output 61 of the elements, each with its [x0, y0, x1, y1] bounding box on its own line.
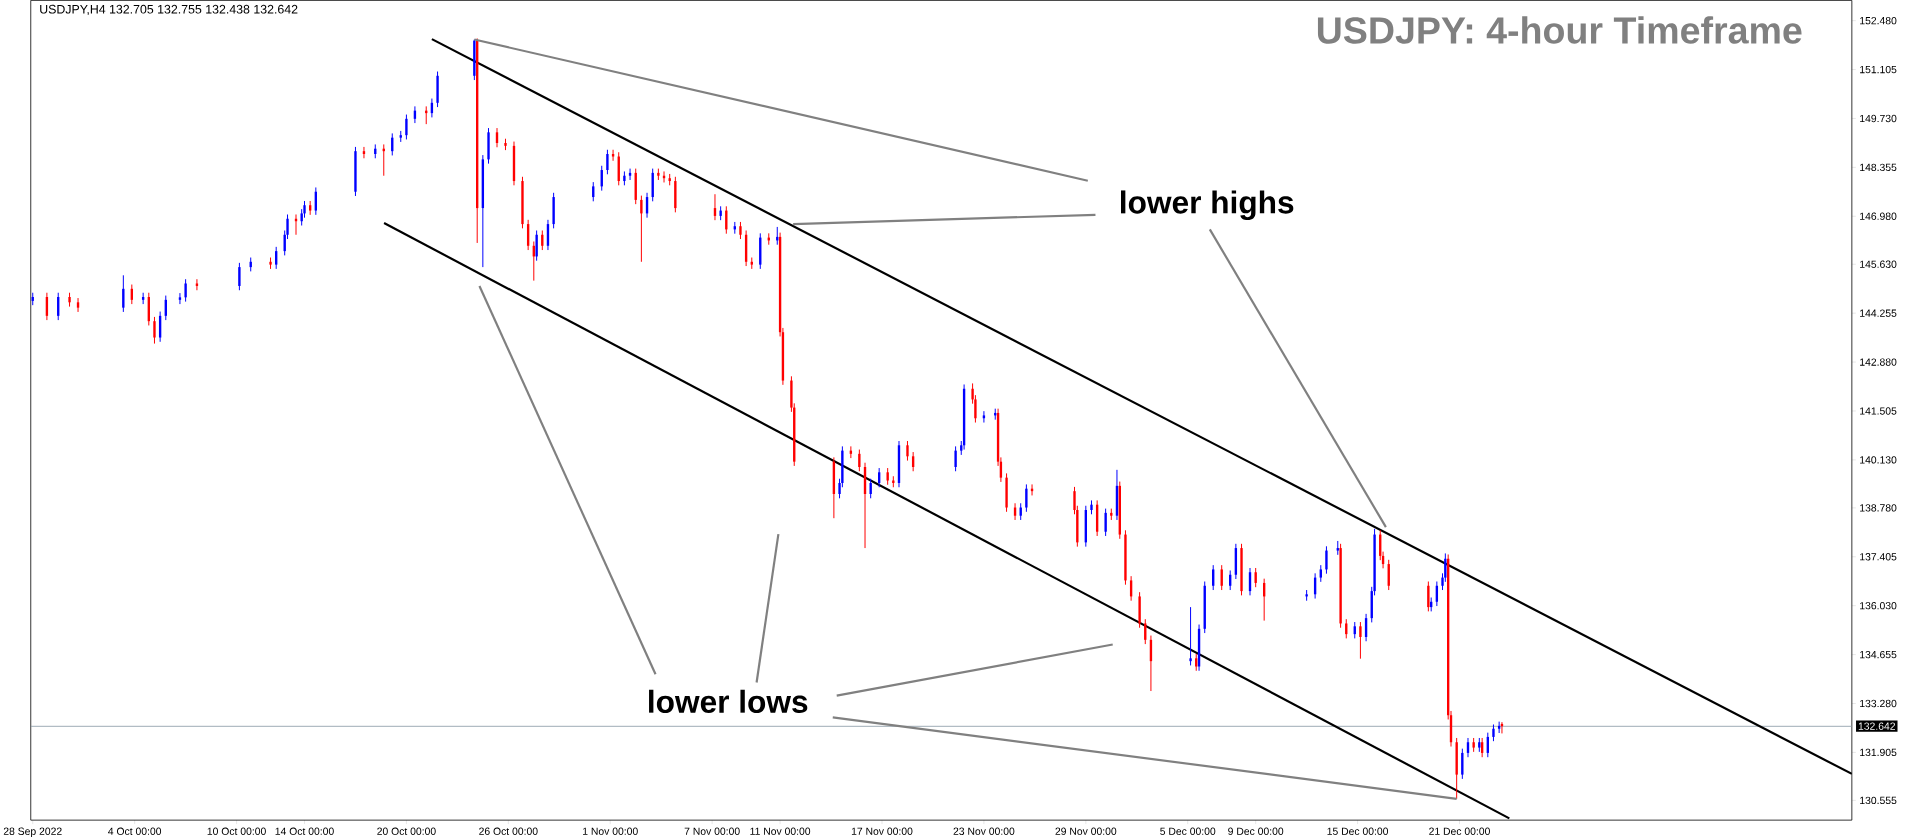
x-tick-label: 11 Nov 00:00	[750, 827, 811, 835]
y-tick-label: 134.655	[1860, 650, 1897, 659]
y-tick-label: 141.505	[1860, 407, 1897, 415]
y-tick-label: 151.105	[1860, 65, 1897, 74]
candlestick	[1254, 567, 1257, 588]
y-tick-label: 133.280	[1860, 699, 1897, 708]
y-tick-label: 140.130	[1860, 456, 1897, 464]
candlestick	[606, 149, 609, 175]
y-tick-label: 148.355	[1860, 163, 1897, 171]
x-tick-label: 23 Nov 00:00	[953, 827, 1015, 835]
x-tick-label: 26 Oct 00:00	[479, 827, 538, 835]
x-tick-label: 7 Nov 00:00	[684, 827, 740, 835]
x-tick-label: 21 Dec 00:00	[1429, 827, 1490, 835]
candlestick	[405, 113, 408, 140]
x-tick-label: 10 Oct 00:00	[207, 827, 266, 835]
candlestick	[238, 262, 241, 291]
x-tick-label: 20 Oct 00:00	[377, 827, 436, 835]
ref-line-label: 132.642	[1858, 722, 1895, 730]
y-tick-label: 149.730	[1860, 114, 1897, 122]
candlestick	[611, 149, 615, 162]
x-tick-label: 4 Oct 00:00	[108, 827, 162, 835]
y-tick-label: 131.905	[1860, 748, 1897, 756]
annotation: lower lows	[649, 689, 808, 713]
candlestick	[1325, 545, 1328, 575]
annotation: lower highs	[1121, 190, 1294, 220]
x-tick-label: 17 Nov 00:00	[851, 827, 913, 835]
y-tick-label: 138.780	[1860, 504, 1897, 512]
y-tick-label: 152.480	[1860, 16, 1897, 25]
candlestick	[122, 274, 125, 313]
x-tick-label: 14 Oct 00:00	[275, 827, 334, 835]
x-tick-label: 1 Nov 00:00	[583, 827, 638, 835]
x-tick-label: 28 Sep 2022	[3, 827, 62, 837]
x-tick-label: 5 Dec 00:00	[1160, 827, 1216, 835]
candlestick	[640, 195, 643, 263]
candlestick	[76, 297, 80, 313]
candlestick	[535, 229, 538, 262]
annotation: USDJPY,H4 132.705 132.755 132.438 132.642	[40, 4, 298, 15]
candlestick	[178, 292, 182, 305]
y-tick-label: 130.555	[1860, 796, 1897, 804]
y-tick-label: 144.255	[1860, 309, 1897, 317]
candlestick	[153, 316, 156, 344]
y-tick-label: 145.630	[1860, 260, 1897, 268]
y-tick-label: 136.030	[1860, 601, 1897, 610]
candlestick	[1461, 748, 1464, 780]
candlestick	[906, 440, 909, 461]
candlestick	[954, 445, 957, 472]
candlestick	[1025, 483, 1028, 513]
candlestick	[195, 278, 199, 291]
candlestick	[184, 278, 187, 302]
candlestick	[858, 448, 861, 472]
x-tick-label: 29 Nov 00:00	[1055, 827, 1117, 835]
y-tick-label: 146.980	[1860, 212, 1897, 220]
x-tick-label: 9 Dec 00:00	[1228, 827, 1284, 835]
candlestick	[1189, 606, 1192, 666]
candlestick	[1359, 621, 1362, 660]
x-tick-label: 15 Dec 00:00	[1327, 827, 1389, 835]
candlestick	[869, 478, 872, 499]
chart-title: USDJPY: 4-hour Timeframe	[1317, 16, 1802, 44]
y-tick-label: 142.880	[1860, 358, 1897, 366]
candlestick	[1104, 507, 1107, 537]
y-tick-label: 137.405	[1860, 552, 1897, 561]
